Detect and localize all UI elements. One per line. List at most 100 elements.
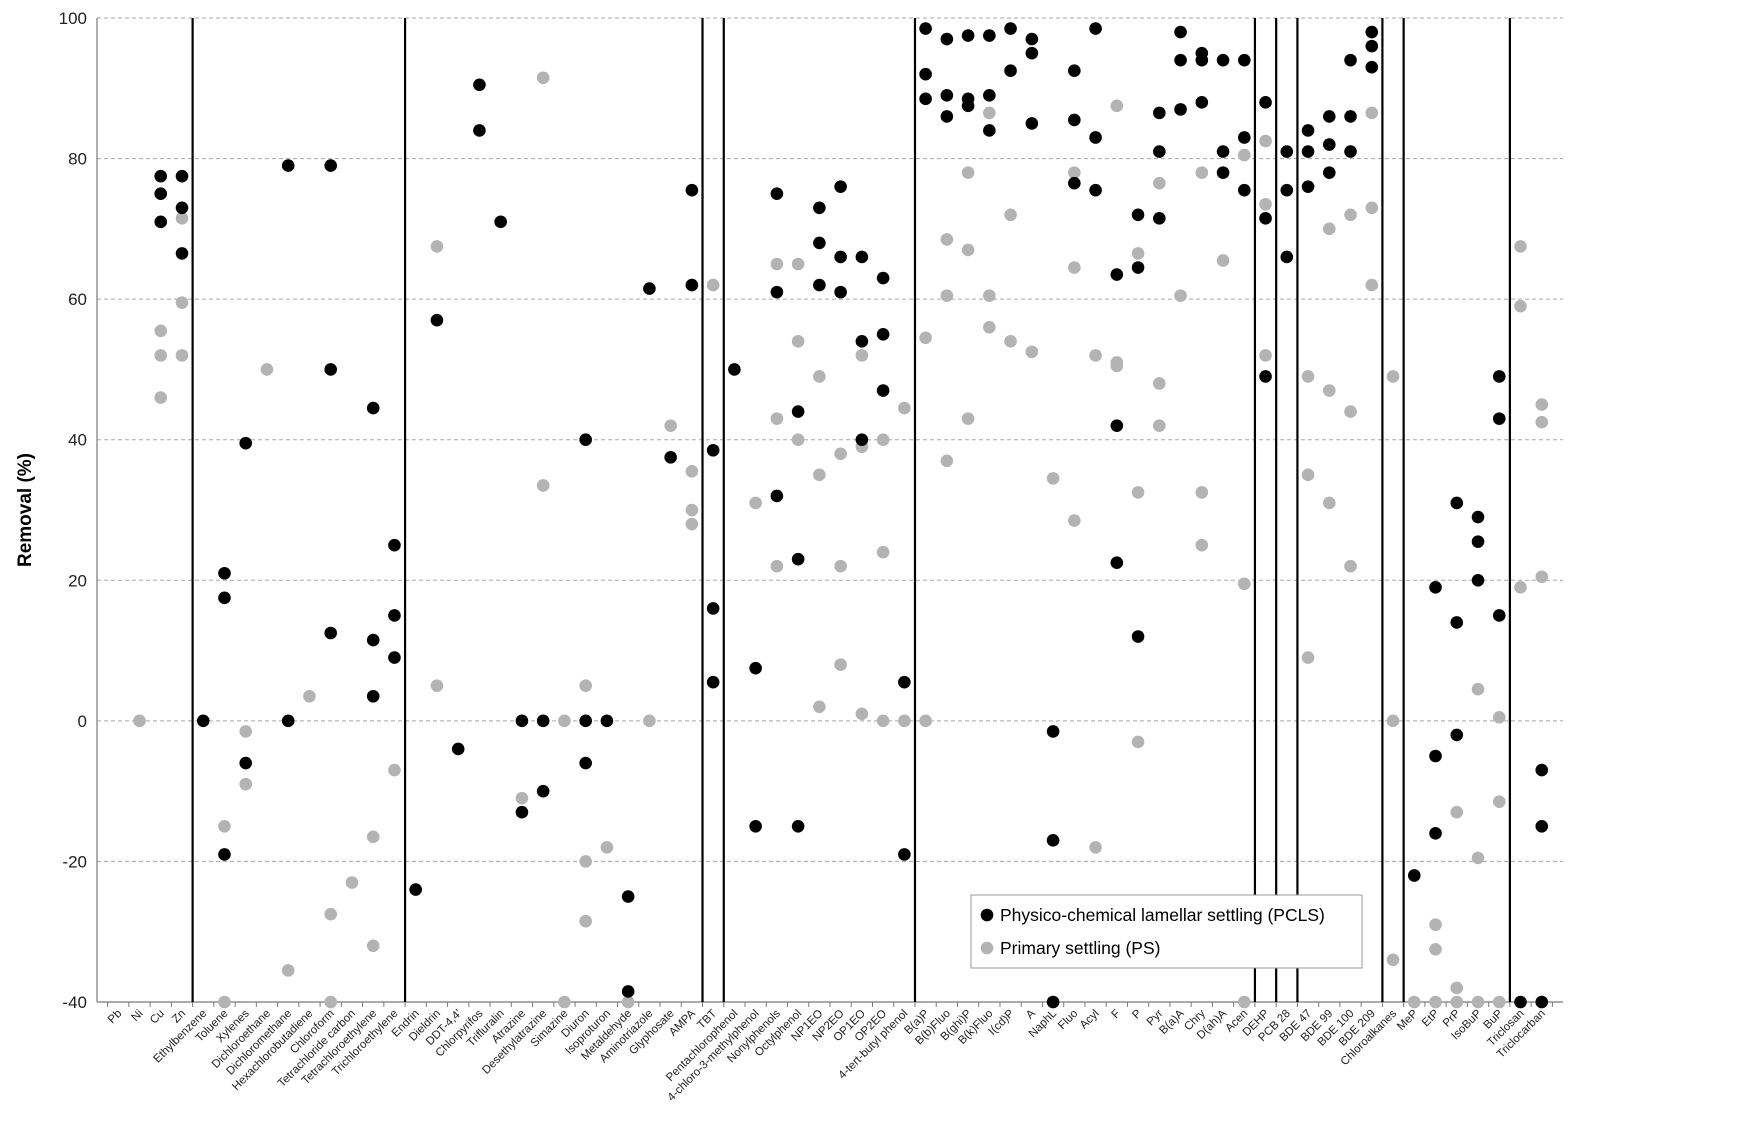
y-tick-labels: -40 -20 0 20 40 60 80 100 xyxy=(59,9,87,1012)
ps-point xyxy=(218,819,231,833)
ps-point xyxy=(1004,335,1017,348)
ps-point xyxy=(1110,359,1124,373)
pcls-point xyxy=(1301,145,1315,158)
pcls-point xyxy=(898,848,911,861)
y-tick-label: 100 xyxy=(59,9,87,28)
ps-point xyxy=(239,725,253,738)
ps-point xyxy=(621,995,635,1009)
ps-point xyxy=(983,289,996,302)
ps-point xyxy=(324,907,338,921)
x-tick-label: MeP xyxy=(1395,1007,1420,1032)
pcls-point xyxy=(154,187,168,201)
legend: Physico-chemical lamellar settling (PCLS… xyxy=(970,894,1363,969)
ps-point xyxy=(1386,953,1400,967)
ps-point xyxy=(770,559,784,573)
ps-point xyxy=(1535,570,1549,584)
ps-point xyxy=(940,454,954,468)
ps-point xyxy=(1322,496,1336,510)
ps-point xyxy=(791,433,805,447)
x-tick-label: F xyxy=(1109,1008,1122,1021)
ps-point xyxy=(303,689,316,703)
ps-point xyxy=(1068,166,1081,179)
ps-point xyxy=(1471,682,1485,696)
x-tick-label: Cu xyxy=(148,1008,167,1027)
pcls-point xyxy=(154,215,168,229)
y-tick-label: 0 xyxy=(78,712,87,731)
ps-point xyxy=(1514,240,1527,253)
ps-point xyxy=(430,679,444,693)
pcls-point xyxy=(175,169,189,183)
pcls-point xyxy=(1025,46,1039,60)
pcls-point xyxy=(579,756,592,770)
y-tick-label: -20 xyxy=(62,852,87,871)
y-tick-label: 20 xyxy=(68,571,87,590)
pcls-point xyxy=(281,159,295,172)
ps-point xyxy=(175,349,189,362)
pcls-point xyxy=(388,651,401,664)
ps-point xyxy=(1365,278,1379,292)
ps-point xyxy=(961,166,975,179)
pcls-point xyxy=(366,689,380,703)
ps-point xyxy=(579,855,592,868)
ps-point xyxy=(898,714,911,728)
ps-point xyxy=(345,876,359,889)
legend-marker-pcls xyxy=(980,908,994,922)
ps-point xyxy=(515,791,529,805)
x-tick-label: Pb xyxy=(106,1008,124,1026)
ps-point xyxy=(154,349,168,362)
x-tick-label: EtP xyxy=(1420,1007,1442,1029)
ps-point xyxy=(1471,995,1485,1009)
ps-point xyxy=(1450,981,1464,995)
ps-point xyxy=(260,363,274,376)
ps-point xyxy=(685,503,699,517)
ps-point xyxy=(1195,538,1209,552)
pcls-point xyxy=(1089,131,1102,144)
ps-point xyxy=(1259,349,1272,362)
pcls-point xyxy=(621,890,635,903)
ps-point xyxy=(1514,299,1527,313)
ps-point xyxy=(1365,201,1379,215)
ps-point xyxy=(1068,514,1081,527)
ps-point xyxy=(1131,735,1145,749)
pcls-point xyxy=(940,32,954,46)
pcls-point xyxy=(834,180,847,193)
pcls-point xyxy=(1471,573,1485,587)
pcls-point xyxy=(919,92,932,106)
pcls-point xyxy=(451,742,465,756)
pcls-point xyxy=(536,784,550,798)
pcls-point xyxy=(1238,53,1251,67)
pcls-point xyxy=(1216,145,1230,158)
ps-point xyxy=(919,331,932,345)
pcls-point xyxy=(940,110,954,123)
pcls-point xyxy=(1174,53,1187,67)
pcls-point xyxy=(1068,64,1081,78)
pcls-point xyxy=(1110,556,1124,570)
pcls-point xyxy=(494,215,507,229)
ps-point xyxy=(876,714,890,728)
pcls-point xyxy=(1450,728,1464,742)
ps-point xyxy=(558,714,571,728)
pcls-point xyxy=(239,756,253,770)
pcls-point xyxy=(1110,419,1124,432)
pcls-point xyxy=(898,675,911,689)
pcls-point xyxy=(1195,53,1209,67)
ps-point xyxy=(239,777,253,791)
pcls-point xyxy=(1322,138,1336,151)
pcls-point xyxy=(855,335,869,348)
ps-point xyxy=(855,349,869,362)
ps-point xyxy=(1301,651,1315,664)
ps-point xyxy=(1131,247,1145,260)
ps-point xyxy=(1471,851,1485,865)
pcls-point xyxy=(1046,834,1060,847)
pcls-point xyxy=(1259,96,1272,109)
ps-point xyxy=(1025,345,1039,359)
pcls-point xyxy=(218,566,231,580)
pcls-point xyxy=(1174,25,1187,39)
gridlines xyxy=(97,17,1563,862)
ps-point xyxy=(536,479,550,492)
ps-point xyxy=(1259,134,1272,148)
ps-point xyxy=(388,763,401,777)
pcls-point xyxy=(1046,995,1060,1009)
ps-point xyxy=(791,335,805,348)
pcls-point xyxy=(1004,64,1017,78)
